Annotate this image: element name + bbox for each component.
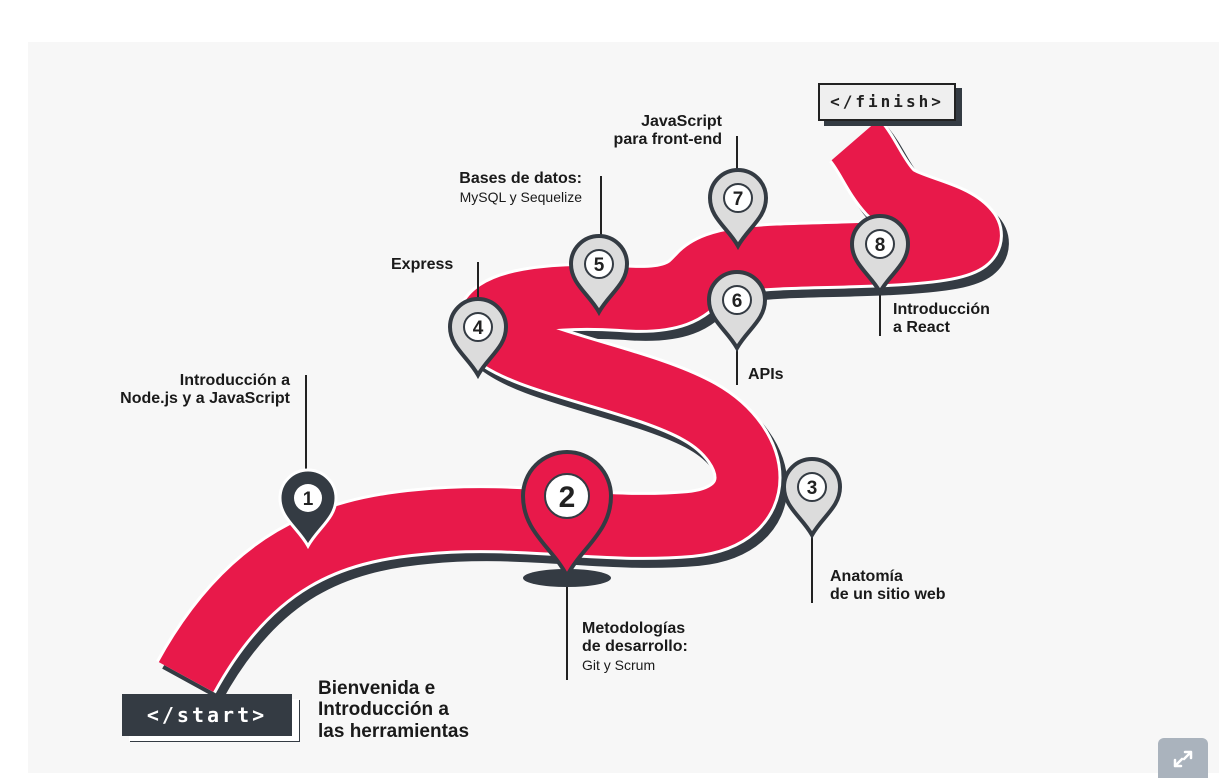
pin-4-number: 4 — [473, 318, 484, 339]
step-6-title-1: APIs — [748, 366, 784, 383]
step-7-title-2: para front-end — [613, 130, 722, 148]
pin-6: 6 — [706, 270, 768, 353]
pin-6-number: 6 — [732, 291, 743, 312]
step-3-label: Anatomía de un sitio web — [830, 568, 946, 604]
step-7-title-1: JavaScript — [641, 113, 722, 130]
start-label-line-3: las herramientas — [318, 720, 470, 742]
step-2-title-1: Metodologías — [582, 620, 686, 637]
step-2-subtitle: Git y Scrum — [582, 656, 656, 673]
start-label: Bienvenida e Introducción a las herramie… — [318, 678, 469, 742]
pin-7: 7 — [707, 168, 769, 251]
step-5-label: Bases de datos: MySQL y Sequelize — [400, 170, 582, 206]
pin-7-number: 7 — [733, 189, 744, 210]
pin-4: 4 — [447, 297, 509, 380]
expand-arrows-icon — [1173, 750, 1193, 768]
pin-8-number: 8 — [875, 235, 886, 256]
pin-1: 1 — [278, 468, 338, 550]
step-5-title-1: Bases de datos: — [459, 170, 582, 187]
pin-8: 8 — [849, 214, 911, 297]
step-5-subtitle: MySQL y Sequelize — [459, 188, 582, 205]
pin-5: 5 — [568, 234, 630, 317]
start-label-line-2: Introducción a — [318, 699, 449, 721]
finish-tag: </finish> — [818, 83, 956, 121]
step-6-label: APIs — [748, 366, 784, 384]
step-1-title-1: Introducción a — [179, 372, 290, 389]
step-4-title-1: Express — [391, 256, 454, 273]
step-8-title-1: Introducción — [893, 301, 990, 318]
step-8-title-2: a React — [893, 318, 950, 336]
step-4-label: Express — [391, 256, 453, 274]
pin-2-number: 2 — [559, 481, 576, 514]
step-7-label: JavaScript para front-end — [560, 113, 722, 149]
pin-2: 2 — [520, 450, 614, 587]
step-2-label: Metodologías de desarrollo: Git y Scrum — [582, 620, 688, 673]
step-1-title-2: Node.js y a JavaScript — [120, 389, 290, 407]
expand-button[interactable] — [1158, 738, 1208, 778]
pin-3: 3 — [781, 457, 843, 540]
pin-1-number: 1 — [303, 489, 314, 510]
start-label-line-1: Bienvenida e — [318, 678, 436, 699]
pin-3-number: 3 — [807, 478, 818, 499]
step-2-title-2: de desarrollo: — [582, 637, 688, 655]
start-tag: </start> — [122, 694, 292, 736]
step-3-title-2: de un sitio web — [830, 585, 946, 603]
step-8-label: Introducción a React — [893, 301, 990, 337]
step-1-label: Introducción a Node.js y a JavaScript — [60, 372, 290, 408]
pin-5-number: 5 — [594, 255, 605, 276]
step-3-title-1: Anatomía — [830, 568, 903, 585]
